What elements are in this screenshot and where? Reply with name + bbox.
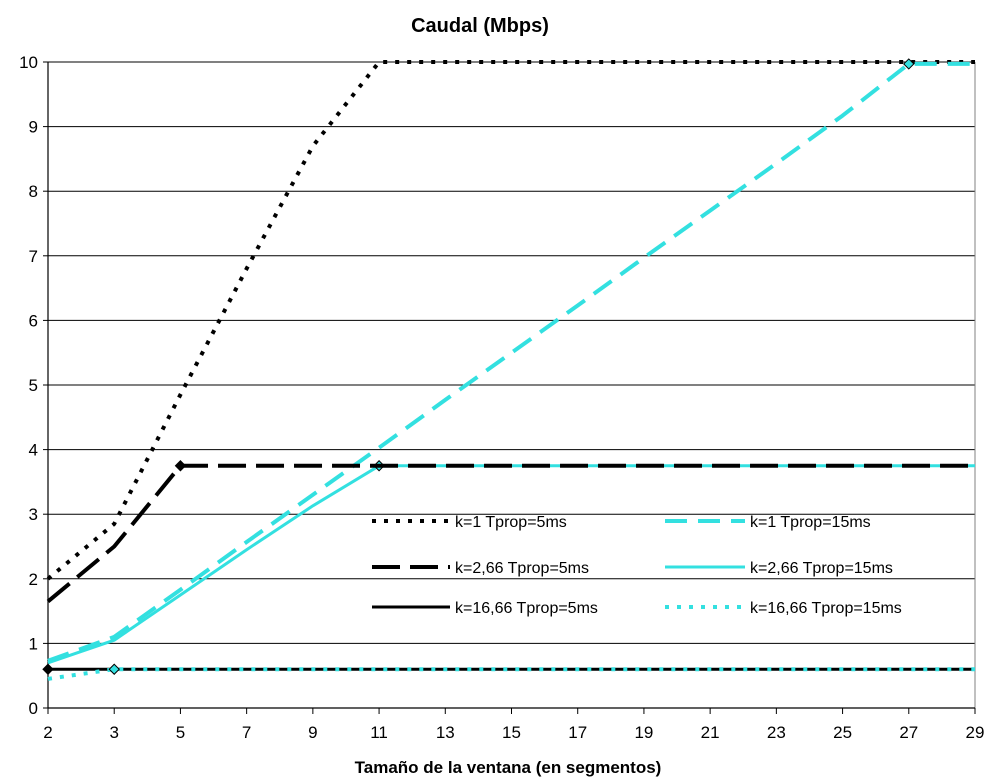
x-tick-label: 13 xyxy=(436,723,455,742)
y-tick-label: 1 xyxy=(29,634,38,653)
x-tick-label: 3 xyxy=(109,723,118,742)
x-tick-label: 5 xyxy=(176,723,185,742)
x-tick-label: 9 xyxy=(308,723,317,742)
y-tick-label: 3 xyxy=(29,505,38,524)
x-tick-label: 17 xyxy=(568,723,587,742)
data-point-marker xyxy=(108,663,120,675)
series-5 xyxy=(42,663,975,675)
legend-item: k=1 Tprop=5ms xyxy=(372,514,567,531)
y-tick-label: 9 xyxy=(29,118,38,137)
y-tick-label: 0 xyxy=(29,699,38,718)
series-6 xyxy=(47,663,975,681)
y-tick-label: 5 xyxy=(29,376,38,395)
y-tick-label: 4 xyxy=(29,441,38,460)
series-3 xyxy=(46,460,975,603)
legend-item: k=2,66 Tprop=5ms xyxy=(372,560,589,577)
series-line xyxy=(47,61,975,663)
series-1 xyxy=(46,60,975,581)
x-tick-label: 21 xyxy=(701,723,720,742)
y-tick-label: 8 xyxy=(29,182,38,201)
x-tick-label: 19 xyxy=(634,723,653,742)
series-layer xyxy=(42,58,975,681)
legend-item: k=16,66 Tprop=5ms xyxy=(372,600,598,617)
x-tick-label: 11 xyxy=(370,723,388,742)
legend-label: k=16,66 Tprop=5ms xyxy=(455,600,598,617)
x-axis-title: Tamaño de la ventana (en segmentos) xyxy=(355,758,662,777)
series-line xyxy=(46,463,975,603)
legend-label: k=1 Tprop=15ms xyxy=(750,514,871,531)
x-tick-label: 2 xyxy=(43,723,52,742)
grid-lines xyxy=(48,61,975,644)
data-point-marker xyxy=(174,460,187,472)
legend-label: k=16,66 Tprop=15ms xyxy=(750,600,902,617)
x-tick-label: 25 xyxy=(833,723,852,742)
y-tick-label: 10 xyxy=(19,53,38,72)
x-axis-ticks: 2 3 5 7 9 11 13 15 17 19 21 23 25 27 29 xyxy=(43,708,984,742)
y-tick-label: 6 xyxy=(29,311,38,330)
x-tick-label: 23 xyxy=(767,723,786,742)
y-axis-ticks: 0 1 2 3 4 5 6 7 8 9 10 xyxy=(19,53,48,718)
x-tick-label: 29 xyxy=(966,723,985,742)
data-point-marker xyxy=(42,663,54,675)
data-point-marker xyxy=(903,58,915,70)
x-tick-label: 27 xyxy=(899,723,918,742)
legend: k=1 Tprop=5ms k=1 Tprop=15ms k=2,66 Tprop=… xyxy=(372,514,902,617)
x-tick-label: 15 xyxy=(502,723,521,742)
legend-item: k=1 Tprop=15ms xyxy=(665,514,871,531)
legend-label: k=2,66 Tprop=15ms xyxy=(750,560,893,577)
legend-item: k=16,66 Tprop=15ms xyxy=(665,600,902,617)
series-2 xyxy=(47,58,975,663)
x-tick-label: 7 xyxy=(242,723,251,742)
y-tick-label: 2 xyxy=(29,570,38,589)
legend-item: k=2,66 Tprop=15ms xyxy=(665,560,893,577)
series-line xyxy=(46,60,975,581)
legend-label: k=2,66 Tprop=5ms xyxy=(455,560,589,577)
legend-label: k=1 Tprop=5ms xyxy=(455,514,567,531)
chart-title: Caudal (Mbps) xyxy=(411,15,549,37)
y-tick-label: 7 xyxy=(29,247,38,266)
